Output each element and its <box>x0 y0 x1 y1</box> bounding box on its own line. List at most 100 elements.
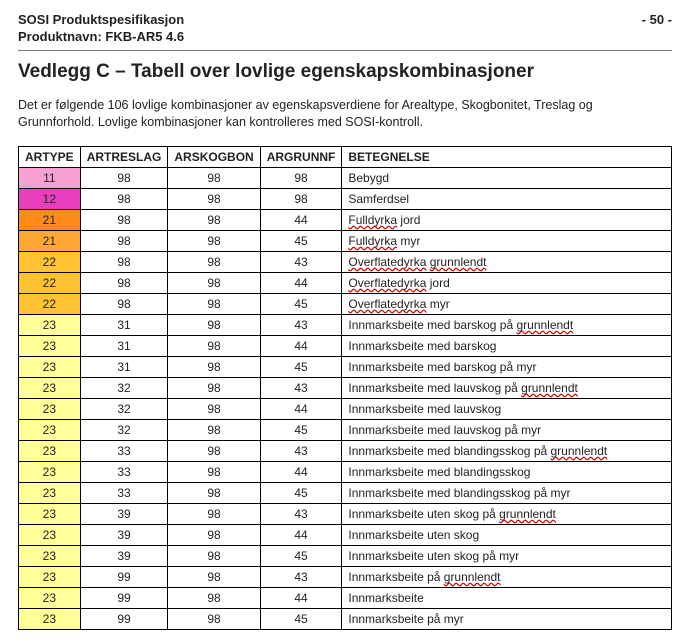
cell-artreslag: 31 <box>80 335 168 356</box>
cell-artype: 23 <box>19 461 81 482</box>
header-left: SOSI Produktspesifikasjon Produktnavn: F… <box>18 12 184 46</box>
table-row: 23399844Innmarksbeite uten skog <box>19 524 672 545</box>
cell-artype: 21 <box>19 230 81 251</box>
cell-betegnelse: Samferdsel <box>342 188 672 209</box>
cell-artype: 23 <box>19 377 81 398</box>
cell-artreslag: 33 <box>80 461 168 482</box>
cell-artreslag: 98 <box>80 188 168 209</box>
table-row: 23339845Innmarksbeite med blandingsskog … <box>19 482 672 503</box>
cell-artreslag: 98 <box>80 230 168 251</box>
cell-artype: 12 <box>19 188 81 209</box>
cell-artreslag: 98 <box>80 272 168 293</box>
cell-artype: 23 <box>19 335 81 356</box>
table-row: 12989898Samferdsel <box>19 188 672 209</box>
cell-betegnelse: Innmarksbeite uten skog på grunnlendt <box>342 503 672 524</box>
cell-betegnelse: Innmarksbeite med blandingsskog <box>342 461 672 482</box>
col-artreslag: ARTRESLAG <box>80 146 168 167</box>
table-row: 23329844Innmarksbeite med lauvskog <box>19 398 672 419</box>
cell-betegnelse: Innmarksbeite med lauvskog <box>342 398 672 419</box>
cell-arskogbon: 98 <box>168 503 260 524</box>
cell-betegnelse: Innmarksbeite <box>342 587 672 608</box>
cell-arskogbon: 98 <box>168 587 260 608</box>
document-header: SOSI Produktspesifikasjon Produktnavn: F… <box>18 12 672 51</box>
cell-argrunnf: 45 <box>260 608 342 629</box>
cell-argrunnf: 45 <box>260 293 342 314</box>
cell-artreslag: 99 <box>80 587 168 608</box>
cell-artype: 23 <box>19 419 81 440</box>
cell-artreslag: 39 <box>80 545 168 566</box>
cell-artreslag: 33 <box>80 482 168 503</box>
cell-arskogbon: 98 <box>168 167 260 188</box>
cell-arskogbon: 98 <box>168 314 260 335</box>
cell-betegnelse: Overflatedyrka grunnlendt <box>342 251 672 272</box>
cell-argrunnf: 45 <box>260 230 342 251</box>
cell-betegnelse: Innmarksbeite med blandingsskog på grunn… <box>342 440 672 461</box>
cell-arskogbon: 98 <box>168 398 260 419</box>
cell-artype: 23 <box>19 503 81 524</box>
cell-artype: 22 <box>19 272 81 293</box>
cell-artype: 23 <box>19 545 81 566</box>
table-row: 23319845Innmarksbeite med barskog på myr <box>19 356 672 377</box>
cell-arskogbon: 98 <box>168 545 260 566</box>
cell-argrunnf: 44 <box>260 335 342 356</box>
cell-arskogbon: 98 <box>168 377 260 398</box>
cell-artreslag: 39 <box>80 524 168 545</box>
table-row: 23319844Innmarksbeite med barskog <box>19 335 672 356</box>
cell-betegnelse: Innmarksbeite på myr <box>342 608 672 629</box>
cell-arskogbon: 98 <box>168 524 260 545</box>
cell-argrunnf: 43 <box>260 251 342 272</box>
cell-argrunnf: 43 <box>260 377 342 398</box>
cell-artreslag: 39 <box>80 503 168 524</box>
cell-arskogbon: 98 <box>168 419 260 440</box>
table-row: 21989845Fulldyrka myr <box>19 230 672 251</box>
cell-argrunnf: 45 <box>260 356 342 377</box>
cell-argrunnf: 43 <box>260 314 342 335</box>
cell-argrunnf: 44 <box>260 587 342 608</box>
cell-betegnelse: Innmarksbeite med barskog på myr <box>342 356 672 377</box>
cell-artype: 23 <box>19 314 81 335</box>
cell-artreslag: 98 <box>80 167 168 188</box>
table-row: 22989845Overflatedyrka myr <box>19 293 672 314</box>
header-line2: Produktnavn: FKB-AR5 4.6 <box>18 29 184 46</box>
table-row: 22989844Overflatedyrka jord <box>19 272 672 293</box>
cell-argrunnf: 44 <box>260 461 342 482</box>
cell-arskogbon: 98 <box>168 209 260 230</box>
cell-arskogbon: 98 <box>168 335 260 356</box>
table-row: 23399843Innmarksbeite uten skog på grunn… <box>19 503 672 524</box>
cell-artype: 23 <box>19 608 81 629</box>
cell-artype: 23 <box>19 587 81 608</box>
cell-artreslag: 98 <box>80 293 168 314</box>
table-row: 22989843Overflatedyrka grunnlendt <box>19 251 672 272</box>
table-row: 21989844Fulldyrka jord <box>19 209 672 230</box>
cell-argrunnf: 98 <box>260 167 342 188</box>
cell-betegnelse: Innmarksbeite med barskog <box>342 335 672 356</box>
cell-artype: 23 <box>19 566 81 587</box>
cell-artype: 11 <box>19 167 81 188</box>
intro-paragraph: Det er følgende 106 lovlige kombinasjone… <box>18 97 672 132</box>
cell-artype: 23 <box>19 398 81 419</box>
cell-betegnelse: Innmarksbeite på grunnlendt <box>342 566 672 587</box>
table-row: 23329843Innmarksbeite med lauvskog på gr… <box>19 377 672 398</box>
table-head: ARTYPE ARTRESLAG ARSKOGBON ARGRUNNF BETE… <box>19 146 672 167</box>
cell-arskogbon: 98 <box>168 482 260 503</box>
cell-arskogbon: 98 <box>168 251 260 272</box>
cell-artreslag: 31 <box>80 356 168 377</box>
cell-artype: 22 <box>19 251 81 272</box>
cell-argrunnf: 43 <box>260 566 342 587</box>
cell-betegnelse: Innmarksbeite med blandingsskog på myr <box>342 482 672 503</box>
cell-artreslag: 31 <box>80 314 168 335</box>
col-betegnelse: BETEGNELSE <box>342 146 672 167</box>
col-arskogbon: ARSKOGBON <box>168 146 260 167</box>
table-row: 23339844Innmarksbeite med blandingsskog <box>19 461 672 482</box>
combinations-table: ARTYPE ARTRESLAG ARSKOGBON ARGRUNNF BETE… <box>18 146 672 630</box>
cell-artreslag: 32 <box>80 419 168 440</box>
table-row: 23319843Innmarksbeite med barskog på gru… <box>19 314 672 335</box>
cell-arskogbon: 98 <box>168 293 260 314</box>
cell-artreslag: 33 <box>80 440 168 461</box>
cell-arskogbon: 98 <box>168 272 260 293</box>
table-body: 11989898Bebygd12989898Samferdsel21989844… <box>19 167 672 629</box>
cell-betegnelse: Innmarksbeite med barskog på grunnlendt <box>342 314 672 335</box>
cell-argrunnf: 44 <box>260 272 342 293</box>
cell-argrunnf: 43 <box>260 503 342 524</box>
cell-arskogbon: 98 <box>168 188 260 209</box>
